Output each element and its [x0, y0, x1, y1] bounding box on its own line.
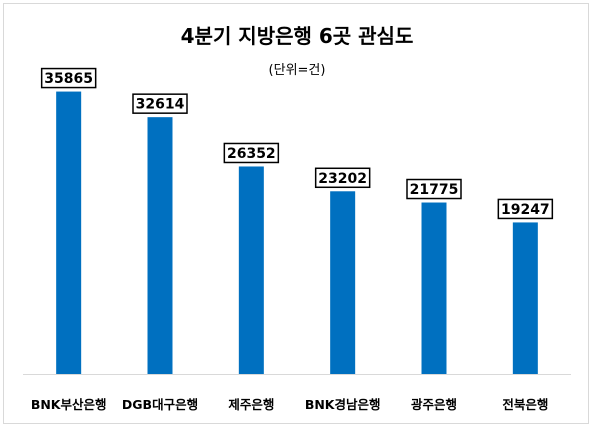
- chart-title: 4분기 지방은행 6곳 관심도: [180, 24, 414, 48]
- data-label: 19247: [501, 202, 550, 218]
- bar: [238, 166, 264, 374]
- data-label-box: [223, 142, 280, 164]
- data-label: 21775: [410, 182, 459, 198]
- category-label: BNK부산은행: [31, 397, 107, 412]
- data-label: 23202: [318, 171, 367, 187]
- chart-frame: [3, 3, 589, 424]
- category-label: DGB대구은행: [122, 397, 198, 412]
- data-label-box: [406, 178, 462, 200]
- data-label-box: [40, 67, 97, 89]
- bar: [421, 202, 447, 374]
- data-label: 35865: [44, 71, 93, 87]
- data-label-box: [314, 167, 371, 189]
- bar: [147, 117, 173, 375]
- category-label: 제주은행: [228, 397, 274, 412]
- data-label-box: [132, 93, 188, 114]
- category-label: 전북은행: [502, 397, 548, 412]
- bar: [56, 91, 82, 375]
- chart-subtitle: (단위=건): [268, 63, 326, 78]
- bar: [512, 222, 538, 374]
- data-label-box: [497, 198, 554, 220]
- data-label: 26352: [227, 146, 276, 162]
- category-label: 광주은행: [411, 397, 457, 412]
- category-label: BNK경남은행: [305, 397, 381, 412]
- data-label: 32614: [136, 97, 185, 113]
- bar: [330, 191, 356, 374]
